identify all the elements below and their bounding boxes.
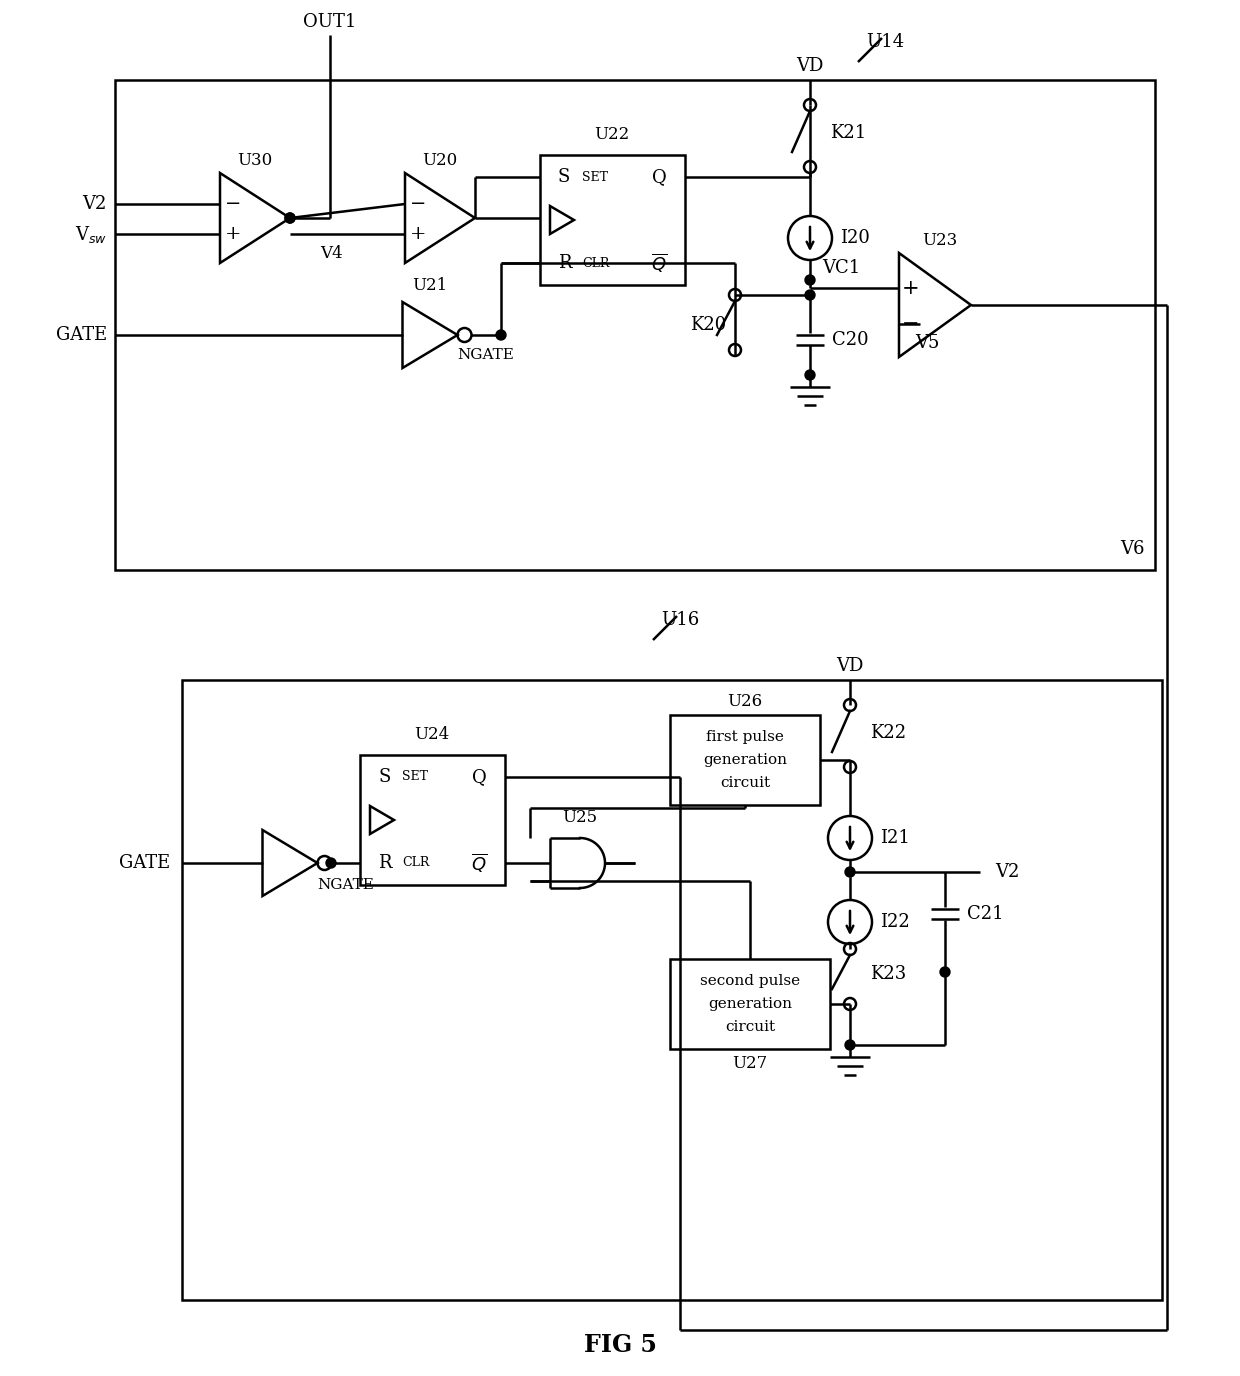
Text: $\overline{Q}$: $\overline{Q}$ (471, 852, 487, 874)
Text: circuit: circuit (720, 776, 770, 790)
Text: GATE: GATE (56, 326, 107, 344)
Text: U24: U24 (414, 727, 450, 743)
Text: circuit: circuit (725, 1020, 775, 1033)
Bar (539, 155, 684, 285)
Circle shape (326, 859, 336, 868)
Text: R: R (558, 255, 572, 272)
Bar (182, 680, 1162, 1300)
Circle shape (940, 967, 950, 977)
Text: U20: U20 (423, 151, 458, 168)
Text: OUT1: OUT1 (304, 12, 357, 32)
Circle shape (496, 330, 506, 340)
Text: NGATE: NGATE (317, 878, 374, 892)
Text: C20: C20 (832, 332, 869, 350)
Text: SET: SET (582, 171, 608, 183)
Text: VC1: VC1 (822, 259, 861, 277)
Text: U23: U23 (923, 231, 957, 249)
Text: V5: V5 (915, 334, 939, 352)
Text: −: − (409, 195, 427, 213)
Text: FIG 5: FIG 5 (584, 1333, 656, 1357)
Circle shape (805, 290, 815, 300)
Text: SET: SET (402, 771, 428, 783)
Text: CLR: CLR (582, 256, 609, 270)
Text: +: + (903, 278, 920, 297)
Text: V4: V4 (320, 245, 342, 261)
Bar (670, 959, 830, 1049)
Text: I21: I21 (880, 828, 910, 848)
Text: first pulse: first pulse (706, 731, 784, 744)
Text: U22: U22 (594, 127, 630, 143)
Circle shape (844, 867, 856, 877)
Circle shape (285, 213, 295, 223)
Circle shape (844, 1040, 856, 1050)
Text: U27: U27 (733, 1054, 768, 1072)
Text: generation: generation (703, 753, 787, 766)
Text: U26: U26 (728, 692, 763, 710)
Text: R: R (378, 854, 392, 872)
Text: U14: U14 (866, 33, 904, 51)
Text: −: − (224, 195, 242, 213)
Text: second pulse: second pulse (699, 974, 800, 988)
Text: Q: Q (652, 168, 667, 186)
Circle shape (805, 370, 815, 380)
Text: V2: V2 (83, 195, 107, 213)
Text: CLR: CLR (402, 856, 429, 870)
Text: K21: K21 (830, 124, 867, 142)
Text: U30: U30 (237, 151, 273, 168)
Text: VD: VD (796, 56, 823, 76)
Text: V6: V6 (1121, 539, 1145, 559)
Text: −: − (903, 315, 920, 333)
Circle shape (285, 213, 295, 223)
Text: I22: I22 (880, 914, 910, 932)
Text: VD: VD (836, 656, 864, 676)
Bar (360, 755, 505, 885)
Text: NGATE: NGATE (458, 348, 515, 362)
Bar (115, 80, 1154, 570)
Text: GATE: GATE (119, 854, 170, 872)
Text: V2: V2 (994, 863, 1019, 881)
Text: C21: C21 (967, 905, 1003, 923)
Text: S: S (558, 168, 570, 186)
Text: K23: K23 (870, 965, 906, 982)
Text: Q: Q (472, 768, 487, 786)
Text: K20: K20 (689, 316, 727, 334)
Text: generation: generation (708, 998, 792, 1011)
Text: S: S (378, 768, 391, 786)
Text: +: + (224, 226, 242, 244)
Text: U16: U16 (661, 611, 699, 629)
Text: +: + (409, 226, 427, 244)
Text: $\overline{Q}$: $\overline{Q}$ (651, 252, 667, 274)
Text: V$_{sw}$: V$_{sw}$ (74, 223, 107, 245)
Text: U25: U25 (563, 809, 598, 827)
Text: I20: I20 (839, 228, 870, 248)
Circle shape (805, 275, 815, 285)
Text: K22: K22 (870, 724, 906, 742)
Text: U21: U21 (413, 277, 448, 293)
Bar (670, 716, 820, 805)
